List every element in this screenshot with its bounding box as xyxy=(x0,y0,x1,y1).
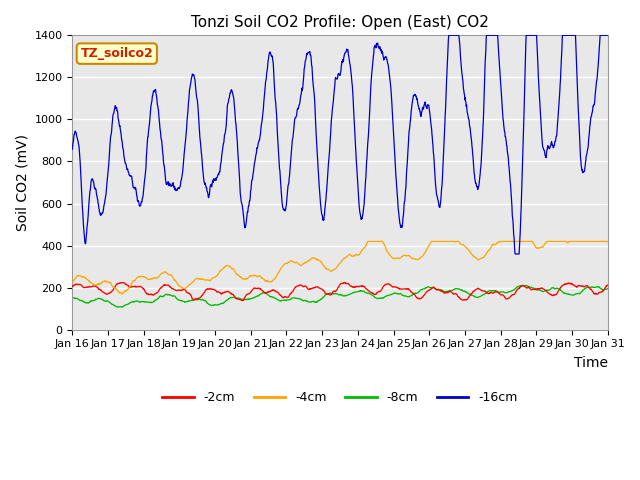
Title: Tonzi Soil CO2 Profile: Open (East) CO2: Tonzi Soil CO2 Profile: Open (East) CO2 xyxy=(191,15,489,30)
Y-axis label: Soil CO2 (mV): Soil CO2 (mV) xyxy=(15,134,29,231)
Text: TZ_soilco2: TZ_soilco2 xyxy=(81,47,153,60)
Legend: -2cm, -4cm, -8cm, -16cm: -2cm, -4cm, -8cm, -16cm xyxy=(157,386,523,409)
X-axis label: Time: Time xyxy=(573,356,607,370)
